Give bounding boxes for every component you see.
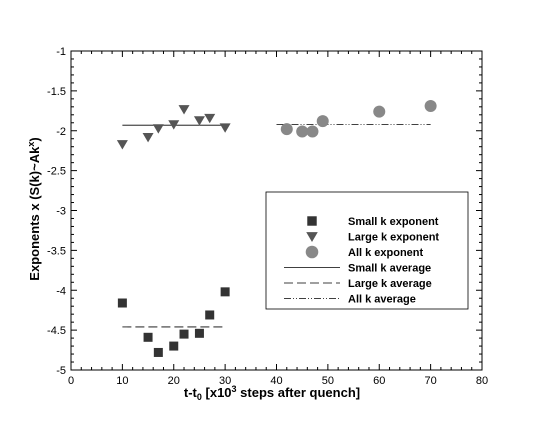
legend-label: All k average (348, 294, 416, 306)
triangle-marker (178, 105, 190, 115)
y-tick-label: -3 (56, 206, 66, 218)
legend-box (265, 191, 469, 310)
x-tick-label: 80 (476, 375, 488, 387)
y-tick-label: -4.5 (47, 325, 66, 337)
x-tick-label: 50 (322, 375, 334, 387)
x-tick-label: 60 (373, 375, 385, 387)
x-tick-label: 0 (68, 375, 74, 387)
x-axis-title: t-t0 [x103 steps after quench] (184, 384, 360, 402)
triangle-marker (193, 116, 205, 126)
legend-label: Small k exponent (348, 216, 439, 228)
legend-label: All k exponent (348, 247, 424, 259)
triangle-marker (116, 140, 128, 150)
y-axis-title: Exponents x (S(k)~Akx) (26, 137, 42, 280)
square-marker (153, 347, 163, 357)
y-tick-label: -2 (56, 126, 66, 138)
legend: Small k exponent Large k exponent All k ex… (265, 191, 469, 310)
legend-label: Small k average (348, 263, 431, 275)
square-marker (179, 329, 189, 339)
ticks: 0 10 20 30 40 50 60 70 80 -5 -4.5 -4 -3.5 -3 -2.5 -2 -1.… (47, 46, 488, 387)
circle-marker (424, 100, 437, 113)
legend-label: Large k average (348, 278, 432, 290)
circle-marker (373, 105, 386, 118)
triangle-marker (168, 120, 180, 130)
circle-marker (296, 125, 309, 138)
circle-marker (280, 123, 293, 136)
legend-circle-marker (305, 245, 319, 259)
square-marker (143, 332, 153, 342)
x-tick-label: 20 (168, 375, 180, 387)
circle-marker (306, 125, 319, 138)
triangle-marker (219, 123, 231, 133)
legend-triangle-marker (306, 232, 318, 242)
triangle-marker (204, 113, 216, 124)
y-tick-label: -5 (56, 365, 66, 377)
square-marker (117, 298, 127, 308)
y-tick-label: -2.5 (47, 166, 66, 178)
square-marker (169, 341, 179, 351)
x-tick-label: 40 (270, 375, 282, 387)
triangle-marker (142, 133, 154, 143)
y-tick-label: -3.5 (47, 245, 66, 257)
square-marker (205, 310, 215, 320)
data-marks (116, 100, 437, 357)
legend-square-marker (307, 216, 317, 226)
legend-label: Large k exponent (348, 232, 439, 244)
circle-marker (316, 115, 329, 128)
square-marker (220, 287, 230, 297)
y-tick-label: -1.5 (47, 86, 66, 98)
x-tick-label: 70 (425, 375, 437, 387)
y-tick-label: -1 (56, 46, 66, 58)
x-tick-label: 10 (116, 375, 128, 387)
x-tick-label: 30 (219, 375, 231, 387)
triangle-marker (152, 124, 164, 134)
square-marker (194, 328, 204, 338)
y-tick-label: -4 (56, 285, 66, 297)
